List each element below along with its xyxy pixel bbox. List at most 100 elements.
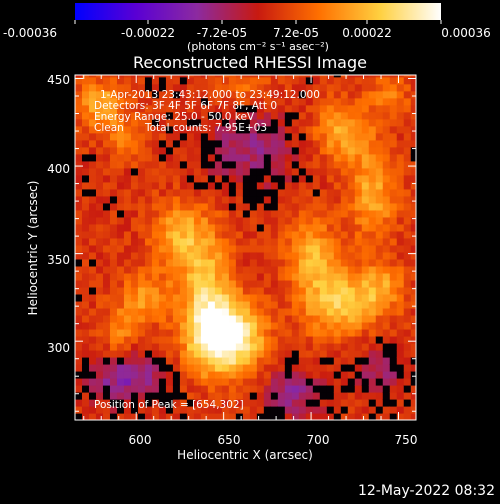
heatmap-cell (123, 300, 132, 309)
heatmap-cell (102, 244, 111, 253)
heatmap-cell (200, 293, 209, 302)
heatmap-cell (291, 118, 300, 127)
heatmap-cell (228, 258, 237, 267)
heatmap-cell (193, 188, 202, 197)
heatmap-cell (144, 146, 153, 155)
heatmap-cell (354, 146, 363, 155)
heatmap-cell (193, 279, 202, 288)
heatmap-cell (403, 391, 412, 400)
heatmap-cell (263, 202, 272, 211)
heatmap-cell (235, 216, 244, 225)
heatmap-cell (375, 293, 384, 302)
heatmap-cell (305, 349, 314, 358)
heatmap-cell (284, 75, 293, 78)
heatmap-cell (172, 118, 181, 127)
heatmap-cell (340, 286, 349, 295)
heatmap-cell (403, 307, 412, 316)
heatmap-cell (193, 174, 202, 183)
colorbar-unit-label: (photons cm⁻² s⁻¹ asec⁻²) (187, 40, 329, 53)
heatmap-cell (179, 188, 188, 197)
heatmap-cell (249, 356, 258, 365)
heatmap-cell (151, 398, 160, 407)
heatmap-cell (207, 97, 216, 106)
heatmap-cell (207, 391, 216, 400)
heatmap-cell (137, 307, 146, 316)
heatmap-cell (277, 377, 286, 386)
heatmap-cell (214, 335, 223, 344)
heatmap-cell (340, 300, 349, 309)
heatmap-cell (256, 370, 265, 379)
heatmap-cell (207, 321, 216, 330)
heatmap-cell (277, 328, 286, 337)
heatmap-cell (144, 237, 153, 246)
heatmap-cell (291, 300, 300, 309)
heatmap-cell (207, 307, 216, 316)
heatmap-cell (75, 307, 83, 316)
heatmap-cell (214, 328, 223, 337)
heatmap-cell (298, 146, 307, 155)
heatmap-cell (312, 398, 321, 407)
heatmap-cell (340, 349, 349, 358)
heatmap-cell (242, 356, 251, 365)
heatmap-cell (81, 328, 90, 337)
heatmap-cell (242, 307, 251, 316)
heatmap-cell (312, 104, 321, 113)
heatmap-cell (333, 76, 342, 85)
heatmap-cell (109, 335, 118, 344)
heatmap-cell (151, 75, 160, 78)
heatmap-cell (263, 307, 272, 316)
heatmap-cell (130, 293, 139, 302)
heatmap-cell (109, 321, 118, 330)
heatmap-cell (368, 230, 377, 239)
heatmap-cell (95, 314, 104, 323)
heatmap-cell (249, 160, 258, 169)
heatmap-cell (305, 265, 314, 274)
heatmap-cell (88, 230, 97, 239)
heatmap-cell (235, 160, 244, 169)
heatmap-cell (137, 111, 146, 120)
heatmap-cell (200, 202, 209, 211)
heatmap-cell (235, 223, 244, 232)
heatmap-cell (340, 251, 349, 260)
heatmap-cell (284, 398, 293, 407)
heatmap-cell (137, 279, 146, 288)
heatmap-cell (340, 244, 349, 253)
heatmap-cell (249, 377, 258, 386)
heatmap-cell (242, 279, 251, 288)
heatmap-cell (158, 188, 167, 197)
heatmap-cell (326, 125, 335, 134)
heatmap-cell (102, 279, 111, 288)
heatmap-cell (228, 321, 237, 330)
heatmap-cell (81, 223, 90, 232)
heatmap-cell (403, 209, 412, 218)
heatmap-cell (333, 209, 342, 218)
heatmap-cell (228, 125, 237, 134)
heatmap-cell (333, 132, 342, 141)
heatmap-cell (221, 321, 230, 330)
heatmap-cell (298, 258, 307, 267)
heatmap-cell (242, 251, 251, 260)
heatmap-cell (263, 139, 272, 148)
heatmap-cell (102, 174, 111, 183)
heatmap-cell (333, 118, 342, 127)
heatmap-cell (221, 76, 230, 85)
heatmap-cell (403, 356, 412, 365)
heatmap-cell (235, 132, 244, 141)
heatmap-cell (340, 174, 349, 183)
heatmap-cell (116, 370, 125, 379)
heatmap-cell (81, 90, 90, 99)
heatmap-cell (326, 398, 335, 407)
heatmap-cell (368, 314, 377, 323)
heatmap-cell (368, 279, 377, 288)
heatmap-cell (312, 307, 321, 316)
heatmap-cell (214, 230, 223, 239)
heatmap-cell (137, 412, 146, 420)
heatmap-cell (193, 363, 202, 372)
heatmap-cell (172, 104, 181, 113)
heatmap-cell (137, 230, 146, 239)
heatmap-cell (333, 97, 342, 106)
heatmap-cell (263, 286, 272, 295)
heatmap-cell (298, 237, 307, 246)
heatmap-cell (130, 272, 139, 281)
heatmap-cell (382, 97, 391, 106)
